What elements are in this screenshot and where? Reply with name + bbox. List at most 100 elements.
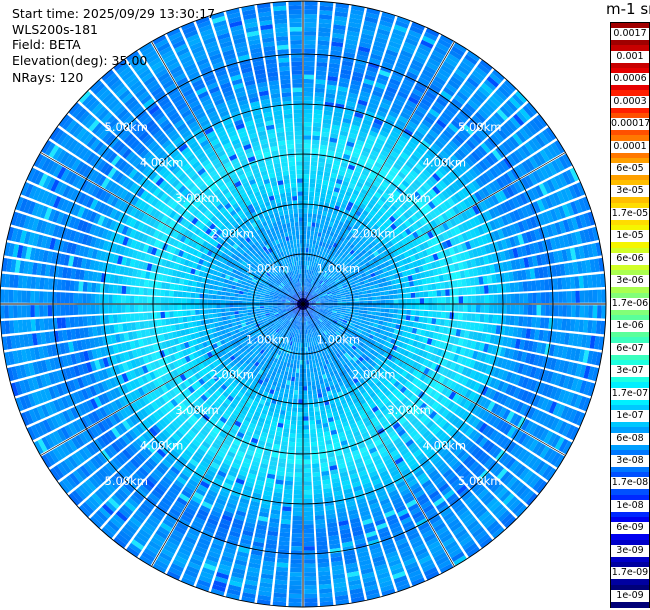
beta-gate <box>350 178 358 186</box>
beta-gate <box>422 241 430 249</box>
beta-gate <box>368 343 375 349</box>
beta-gate <box>570 232 578 246</box>
beta-gate <box>337 86 348 93</box>
beta-gate <box>417 251 424 259</box>
beta-gate <box>427 230 434 239</box>
beta-gate <box>370 339 377 345</box>
beta-gate <box>307 256 311 262</box>
beta-gate <box>321 188 327 194</box>
beta-gate <box>432 253 439 261</box>
beta-gate <box>335 260 341 266</box>
beta-gate <box>394 358 401 365</box>
beta-gate <box>432 347 439 355</box>
beta-gate <box>498 86 511 99</box>
beta-gate <box>309 261 312 266</box>
beta-gate <box>344 149 352 156</box>
beta-gate <box>307 226 311 231</box>
beta-gate <box>345 263 350 269</box>
beta-gate <box>308 196 314 201</box>
beta-gate <box>407 326 413 333</box>
beta-gate <box>341 266 347 272</box>
beta-gate <box>388 259 394 265</box>
beta-gate <box>575 215 583 229</box>
beta-gate <box>329 317 334 322</box>
beta-gate <box>317 291 322 295</box>
beta-gate <box>516 110 528 124</box>
beta-gate <box>289 389 294 395</box>
beta-gate <box>452 354 460 363</box>
beta-gate <box>464 413 474 423</box>
beta-gate <box>330 316 335 320</box>
beta-gate <box>372 304 377 308</box>
beta-gate <box>370 233 377 240</box>
beta-gate <box>374 142 383 150</box>
beta-gate <box>360 319 366 324</box>
beta-gate <box>366 346 372 353</box>
beta-gate <box>412 203 421 211</box>
beta-gate <box>294 355 298 360</box>
beta-gate <box>438 419 448 428</box>
beta-gate <box>372 45 385 53</box>
beta-gate <box>519 192 528 205</box>
beta-gate <box>377 241 384 248</box>
beta-gate <box>405 287 411 293</box>
beta-gate <box>396 248 404 255</box>
beta-gate <box>489 220 497 231</box>
beta-gate <box>357 288 363 293</box>
beta-gate <box>550 142 561 156</box>
beta-gate <box>306 239 310 244</box>
beta-gate <box>340 227 346 233</box>
beta-gate <box>304 1 318 6</box>
beta-gate <box>479 200 488 211</box>
beta-gate <box>392 333 398 340</box>
beta-gate <box>528 172 538 186</box>
beta-gate <box>303 200 308 205</box>
beta-gate <box>310 298 316 301</box>
beta-gate <box>368 154 378 161</box>
beta-gate <box>584 305 589 318</box>
beta-gate <box>312 135 320 141</box>
beta-gate <box>360 284 366 289</box>
beta-gate <box>303 74 314 80</box>
beta-gate <box>424 298 429 304</box>
beta-gate <box>430 380 438 389</box>
beta-gate <box>496 240 504 251</box>
beta-gate <box>408 281 415 287</box>
beta-gate <box>587 366 595 381</box>
beta-gate <box>458 312 463 321</box>
beta-gate <box>400 222 408 230</box>
beta-gate <box>419 73 432 83</box>
beta-gate <box>286 380 291 386</box>
beta-gate <box>429 146 439 156</box>
beta-gate <box>333 318 339 322</box>
beta-gate <box>320 281 325 286</box>
beta-gate <box>336 197 343 203</box>
beta-gate <box>440 90 453 101</box>
beta-gate <box>393 273 400 279</box>
beta-gate <box>531 137 542 150</box>
beta-gate <box>294 342 297 347</box>
beta-gate <box>496 284 502 293</box>
beta-gate <box>418 265 425 273</box>
beta-gate <box>343 195 351 201</box>
beta-gate <box>331 251 336 257</box>
beta-gate <box>591 226 600 241</box>
beta-gate <box>558 438 569 453</box>
beta-gate <box>316 66 327 72</box>
beta-gate <box>318 293 323 297</box>
beta-gate <box>400 83 413 92</box>
beta-gate <box>313 286 317 291</box>
beta-gate <box>484 244 491 254</box>
beta-gate <box>435 318 441 326</box>
beta-gate <box>446 105 458 115</box>
beta-gate <box>363 252 370 258</box>
beta-gate <box>321 184 328 190</box>
beta-gate <box>310 437 317 443</box>
beta-gate <box>401 191 410 200</box>
beta-gate <box>372 336 378 341</box>
beta-gate <box>461 410 470 421</box>
beta-gate <box>471 431 482 443</box>
beta-gate <box>513 209 521 221</box>
beta-gate <box>303 143 311 149</box>
beta-gate <box>304 14 317 19</box>
